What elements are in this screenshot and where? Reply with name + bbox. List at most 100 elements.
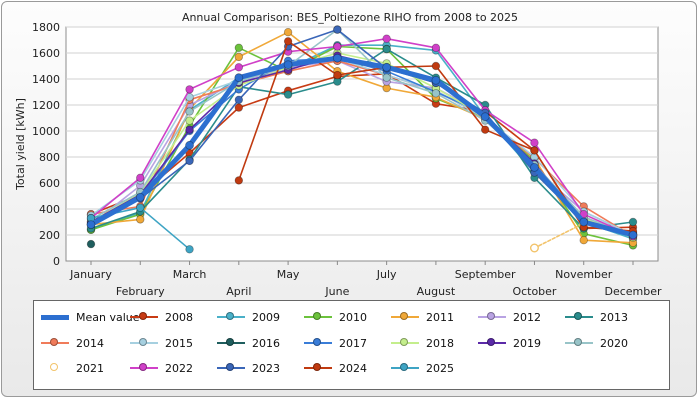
legend-label: 2015 [165, 336, 193, 350]
data-point [382, 34, 391, 43]
series-2016 [86, 239, 96, 249]
x-tick-label: July [376, 268, 397, 281]
legend-swatch [303, 311, 333, 323]
x-tick-label: August [417, 285, 456, 298]
legend-item: 2015 [129, 334, 193, 352]
data-point [86, 239, 96, 249]
x-tick-label: October [512, 285, 556, 298]
data-point [185, 140, 194, 150]
legend-swatch [40, 311, 70, 323]
legend-label: 2012 [513, 310, 541, 324]
y-tick-label: 400 [39, 203, 60, 216]
legend-item: 2016 [216, 334, 280, 352]
y-tick-label: 600 [39, 177, 60, 190]
data-point [530, 162, 539, 172]
data-point [283, 90, 293, 99]
series-line [90, 57, 634, 236]
legend-swatch [390, 362, 420, 374]
data-point [431, 61, 441, 71]
data-point [234, 52, 244, 62]
data-point [185, 156, 194, 166]
chart-title: Annual Comparison: BES_Poltiezone RIHO f… [181, 11, 519, 24]
chart-legend: Mean value 2008 2009 2010 2011 2012 2013 2014 20… [33, 300, 670, 390]
legend-swatch [129, 362, 159, 374]
legend-swatch [216, 362, 246, 374]
legend-swatch [129, 311, 159, 323]
legend-swatch [477, 337, 507, 349]
x-tick-label: May [277, 268, 300, 281]
legend-swatch [216, 311, 246, 323]
data-point [431, 75, 441, 85]
data-point [579, 235, 588, 245]
data-point [185, 85, 194, 94]
data-point [185, 245, 194, 254]
legend-item: 2017 [303, 334, 367, 352]
y-tick-label: 1800 [32, 21, 60, 34]
data-point [136, 215, 145, 224]
x-tick-label: March [173, 268, 207, 281]
data-point [382, 62, 392, 72]
data-point [185, 107, 194, 116]
legend-item: 2018 [390, 334, 454, 352]
y-tick-label: 0 [53, 255, 60, 268]
data-point [382, 44, 391, 54]
data-point [234, 63, 244, 72]
legend-label: 2019 [513, 336, 541, 350]
legend-label: 2013 [600, 310, 628, 324]
data-point [234, 176, 244, 185]
data-point [185, 125, 194, 134]
legend-label: 2022 [165, 361, 193, 375]
legend-label: 2014 [76, 336, 104, 350]
legend-item: Mean value [40, 308, 140, 326]
legend-item: 2008 [129, 308, 193, 326]
legend-swatch [390, 311, 420, 323]
data-point [529, 243, 539, 253]
x-tick-label: April [226, 285, 251, 298]
legend-swatch [303, 337, 333, 349]
legend-label: 2011 [426, 310, 454, 324]
legend-item: 2009 [216, 308, 280, 326]
legend-swatch [216, 337, 246, 349]
legend-item: 2019 [477, 334, 541, 352]
data-point [185, 116, 194, 125]
legend-item: 2022 [129, 359, 193, 377]
legend-label: 2016 [252, 336, 280, 350]
data-point [234, 73, 244, 83]
data-point [283, 60, 293, 70]
axis-layer: 0 200 400 600 800 1000 1200 1400 1600 1800 Total y… [14, 21, 662, 298]
y-tick-label: 1000 [32, 125, 60, 138]
legend-swatch [477, 311, 507, 323]
x-tick-label: December [604, 285, 662, 298]
legend-label: 2010 [339, 310, 367, 324]
x-tick-label: January [69, 268, 112, 281]
data-point [382, 73, 391, 82]
legend-item: 2025 [390, 359, 454, 377]
y-tick-label: 800 [39, 151, 60, 164]
legend-item: 2023 [216, 359, 280, 377]
legend-label: Mean value [76, 310, 140, 324]
series-line [533, 222, 585, 249]
legend-item: 2024 [303, 359, 367, 377]
series-mean-value [86, 53, 638, 240]
data-point [136, 173, 145, 182]
legend-swatch [303, 362, 333, 374]
legend-swatch [564, 337, 594, 349]
legend-swatch [40, 337, 70, 349]
data-point [530, 138, 539, 147]
data-point [530, 146, 539, 155]
legend-swatch [129, 337, 159, 349]
data-point [480, 112, 490, 122]
data-point [333, 70, 342, 80]
x-tick-label: September [455, 268, 516, 281]
legend-swatch [40, 362, 70, 374]
data-point [135, 192, 145, 202]
legend-item: 2012 [477, 308, 541, 326]
legend-swatch [390, 337, 420, 349]
y-tick-label: 1400 [32, 73, 60, 86]
data-point [86, 220, 96, 230]
y-tick-label: 1600 [32, 47, 60, 60]
data-point [628, 230, 638, 240]
data-point [234, 43, 244, 52]
data-point [283, 28, 293, 37]
